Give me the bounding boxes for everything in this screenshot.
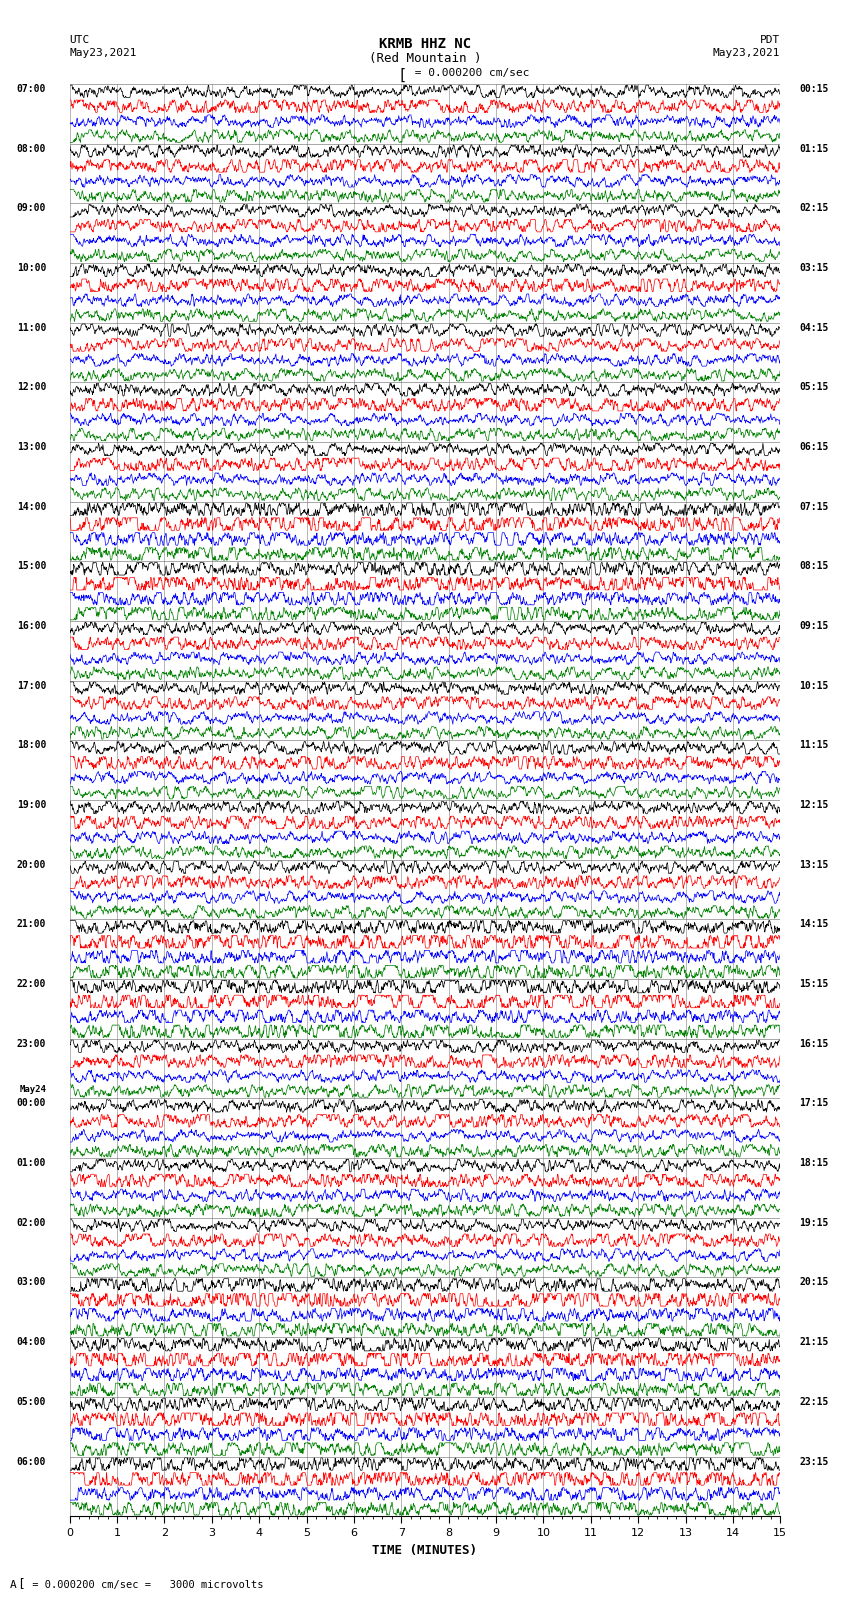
Text: 04:15: 04:15	[799, 323, 829, 332]
Text: 05:15: 05:15	[799, 382, 829, 392]
Text: May24: May24	[20, 1086, 46, 1094]
Text: 17:15: 17:15	[799, 1098, 829, 1108]
Text: KRMB HHZ NC: KRMB HHZ NC	[379, 37, 471, 52]
Text: 02:00: 02:00	[17, 1218, 46, 1227]
Text: 20:00: 20:00	[17, 860, 46, 869]
Text: [: [	[17, 1578, 25, 1590]
Text: 22:15: 22:15	[799, 1397, 829, 1407]
Text: UTC: UTC	[70, 35, 90, 45]
Text: 16:00: 16:00	[17, 621, 46, 631]
Text: 00:15: 00:15	[799, 84, 829, 94]
Text: 11:15: 11:15	[799, 740, 829, 750]
Text: 08:00: 08:00	[17, 144, 46, 153]
Text: 02:15: 02:15	[799, 203, 829, 213]
X-axis label: TIME (MINUTES): TIME (MINUTES)	[372, 1544, 478, 1557]
Text: 07:15: 07:15	[799, 502, 829, 511]
Text: 16:15: 16:15	[799, 1039, 829, 1048]
Text: 06:15: 06:15	[799, 442, 829, 452]
Text: 12:00: 12:00	[17, 382, 46, 392]
Text: 20:15: 20:15	[799, 1277, 829, 1287]
Text: 04:00: 04:00	[17, 1337, 46, 1347]
Text: 07:00: 07:00	[17, 84, 46, 94]
Text: 05:00: 05:00	[17, 1397, 46, 1407]
Text: 13:00: 13:00	[17, 442, 46, 452]
Text: (Red Mountain ): (Red Mountain )	[369, 52, 481, 65]
Text: 14:00: 14:00	[17, 502, 46, 511]
Text: 17:00: 17:00	[17, 681, 46, 690]
Text: 23:00: 23:00	[17, 1039, 46, 1048]
Text: 08:15: 08:15	[799, 561, 829, 571]
Text: 18:00: 18:00	[17, 740, 46, 750]
Text: May23,2021: May23,2021	[70, 48, 137, 58]
Text: 01:15: 01:15	[799, 144, 829, 153]
Text: A: A	[10, 1581, 17, 1590]
Text: 15:15: 15:15	[799, 979, 829, 989]
Text: [: [	[397, 68, 406, 82]
Text: 15:00: 15:00	[17, 561, 46, 571]
Text: 21:00: 21:00	[17, 919, 46, 929]
Text: 12:15: 12:15	[799, 800, 829, 810]
Text: 01:00: 01:00	[17, 1158, 46, 1168]
Text: 10:15: 10:15	[799, 681, 829, 690]
Text: 11:00: 11:00	[17, 323, 46, 332]
Text: May23,2021: May23,2021	[713, 48, 780, 58]
Text: 22:00: 22:00	[17, 979, 46, 989]
Text: 23:15: 23:15	[799, 1457, 829, 1466]
Text: 09:15: 09:15	[799, 621, 829, 631]
Text: 03:00: 03:00	[17, 1277, 46, 1287]
Text: 19:15: 19:15	[799, 1218, 829, 1227]
Text: 14:15: 14:15	[799, 919, 829, 929]
Text: 00:00: 00:00	[17, 1098, 46, 1108]
Text: 18:15: 18:15	[799, 1158, 829, 1168]
Text: 06:00: 06:00	[17, 1457, 46, 1466]
Text: = 0.000200 cm/sec: = 0.000200 cm/sec	[408, 68, 530, 77]
Text: 13:15: 13:15	[799, 860, 829, 869]
Text: 19:00: 19:00	[17, 800, 46, 810]
Text: 10:00: 10:00	[17, 263, 46, 273]
Text: 09:00: 09:00	[17, 203, 46, 213]
Text: 21:15: 21:15	[799, 1337, 829, 1347]
Text: PDT: PDT	[760, 35, 780, 45]
Text: = 0.000200 cm/sec =   3000 microvolts: = 0.000200 cm/sec = 3000 microvolts	[26, 1581, 263, 1590]
Text: 03:15: 03:15	[799, 263, 829, 273]
